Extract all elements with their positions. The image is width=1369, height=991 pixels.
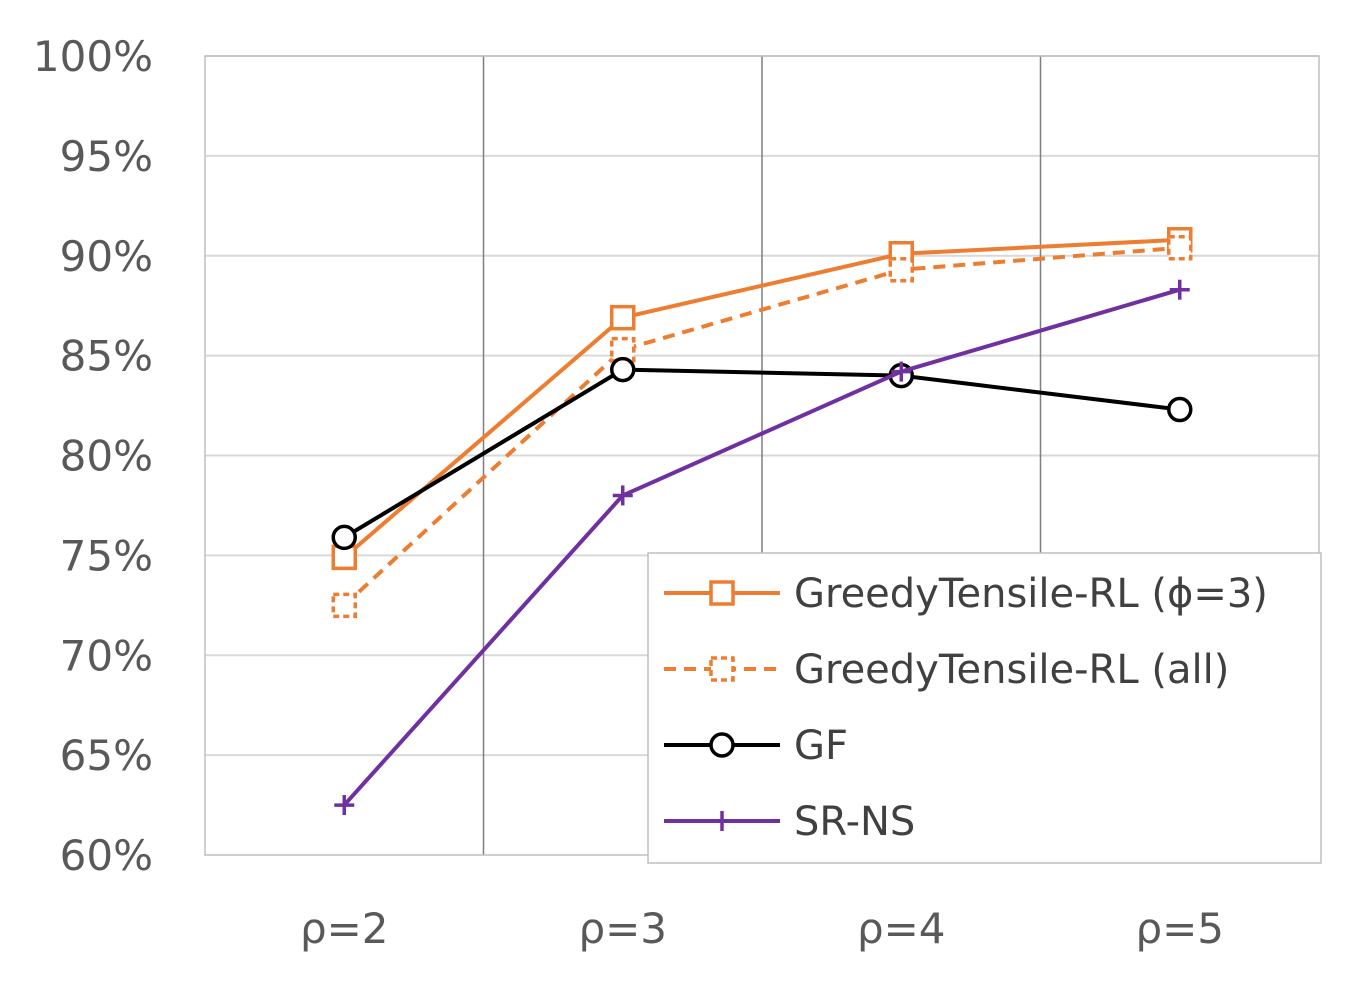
- x-tick-label: ρ=3: [578, 904, 667, 953]
- series: [331, 227, 1193, 816]
- data-point-square: [709, 656, 735, 682]
- series-line: [342, 245, 1180, 607]
- data-point-plus: [891, 361, 912, 382]
- grid: [204, 55, 1320, 856]
- x-tick-label: ρ=4: [857, 904, 946, 953]
- y-axis-ticks: 60% 65% 70% 75% 80% 85% 90% 95% 100%: [33, 32, 153, 880]
- data-point-square: [709, 580, 735, 606]
- data-point-plus: [1169, 279, 1190, 300]
- legend-label: SR-NS: [794, 799, 915, 845]
- legend-entry: GreedyTensile-RL (ϕ=3): [664, 571, 1268, 617]
- series-line: [342, 237, 1180, 559]
- series-3: [334, 279, 1190, 816]
- data-point-square: [331, 592, 357, 619]
- legend-entry: SR-NS: [664, 799, 915, 845]
- x-axis-ticks: ρ=2 ρ=3 ρ=4 ρ=5: [300, 904, 1224, 953]
- data-point-square: [1167, 235, 1193, 261]
- data-point-circle: [610, 356, 636, 383]
- x-tick-label: ρ=5: [1135, 904, 1224, 953]
- y-tick-label: 95%: [60, 132, 153, 181]
- legend-entry: GF: [664, 723, 848, 769]
- data-point-plus: [334, 795, 355, 816]
- y-tick-label: 60%: [60, 831, 153, 880]
- y-tick-label: 70%: [60, 631, 153, 680]
- data-point-square: [888, 256, 914, 283]
- y-tick-label: 80%: [60, 432, 153, 481]
- legend: GreedyTensile-RL (ϕ=3) GreedyTensile-RL (…: [647, 552, 1322, 864]
- legend-box: [647, 552, 1322, 864]
- legend-entry: GreedyTensile-RL (all): [664, 647, 1229, 693]
- legend-label: GreedyTensile-RL (ϕ=3): [794, 571, 1268, 617]
- y-tick-label: 75%: [60, 531, 153, 580]
- data-point-circle: [709, 732, 735, 758]
- y-tick-label: 90%: [60, 232, 153, 281]
- x-tick-label: ρ=2: [300, 904, 389, 953]
- y-tick-label: 85%: [60, 332, 153, 381]
- series-1: [331, 235, 1193, 619]
- data-point-circle: [1167, 396, 1193, 423]
- data-point-plus: [712, 811, 732, 831]
- y-tick-label: 100%: [33, 32, 153, 81]
- legend-label: GreedyTensile-RL (all): [794, 647, 1229, 693]
- data-point-plus: [612, 485, 633, 506]
- data-point-circle: [331, 524, 357, 551]
- series-line: [343, 367, 1180, 540]
- y-tick-label: 65%: [60, 731, 153, 780]
- data-point-square: [610, 304, 636, 331]
- legend-label: GF: [794, 723, 848, 769]
- series-line: [342, 287, 1181, 807]
